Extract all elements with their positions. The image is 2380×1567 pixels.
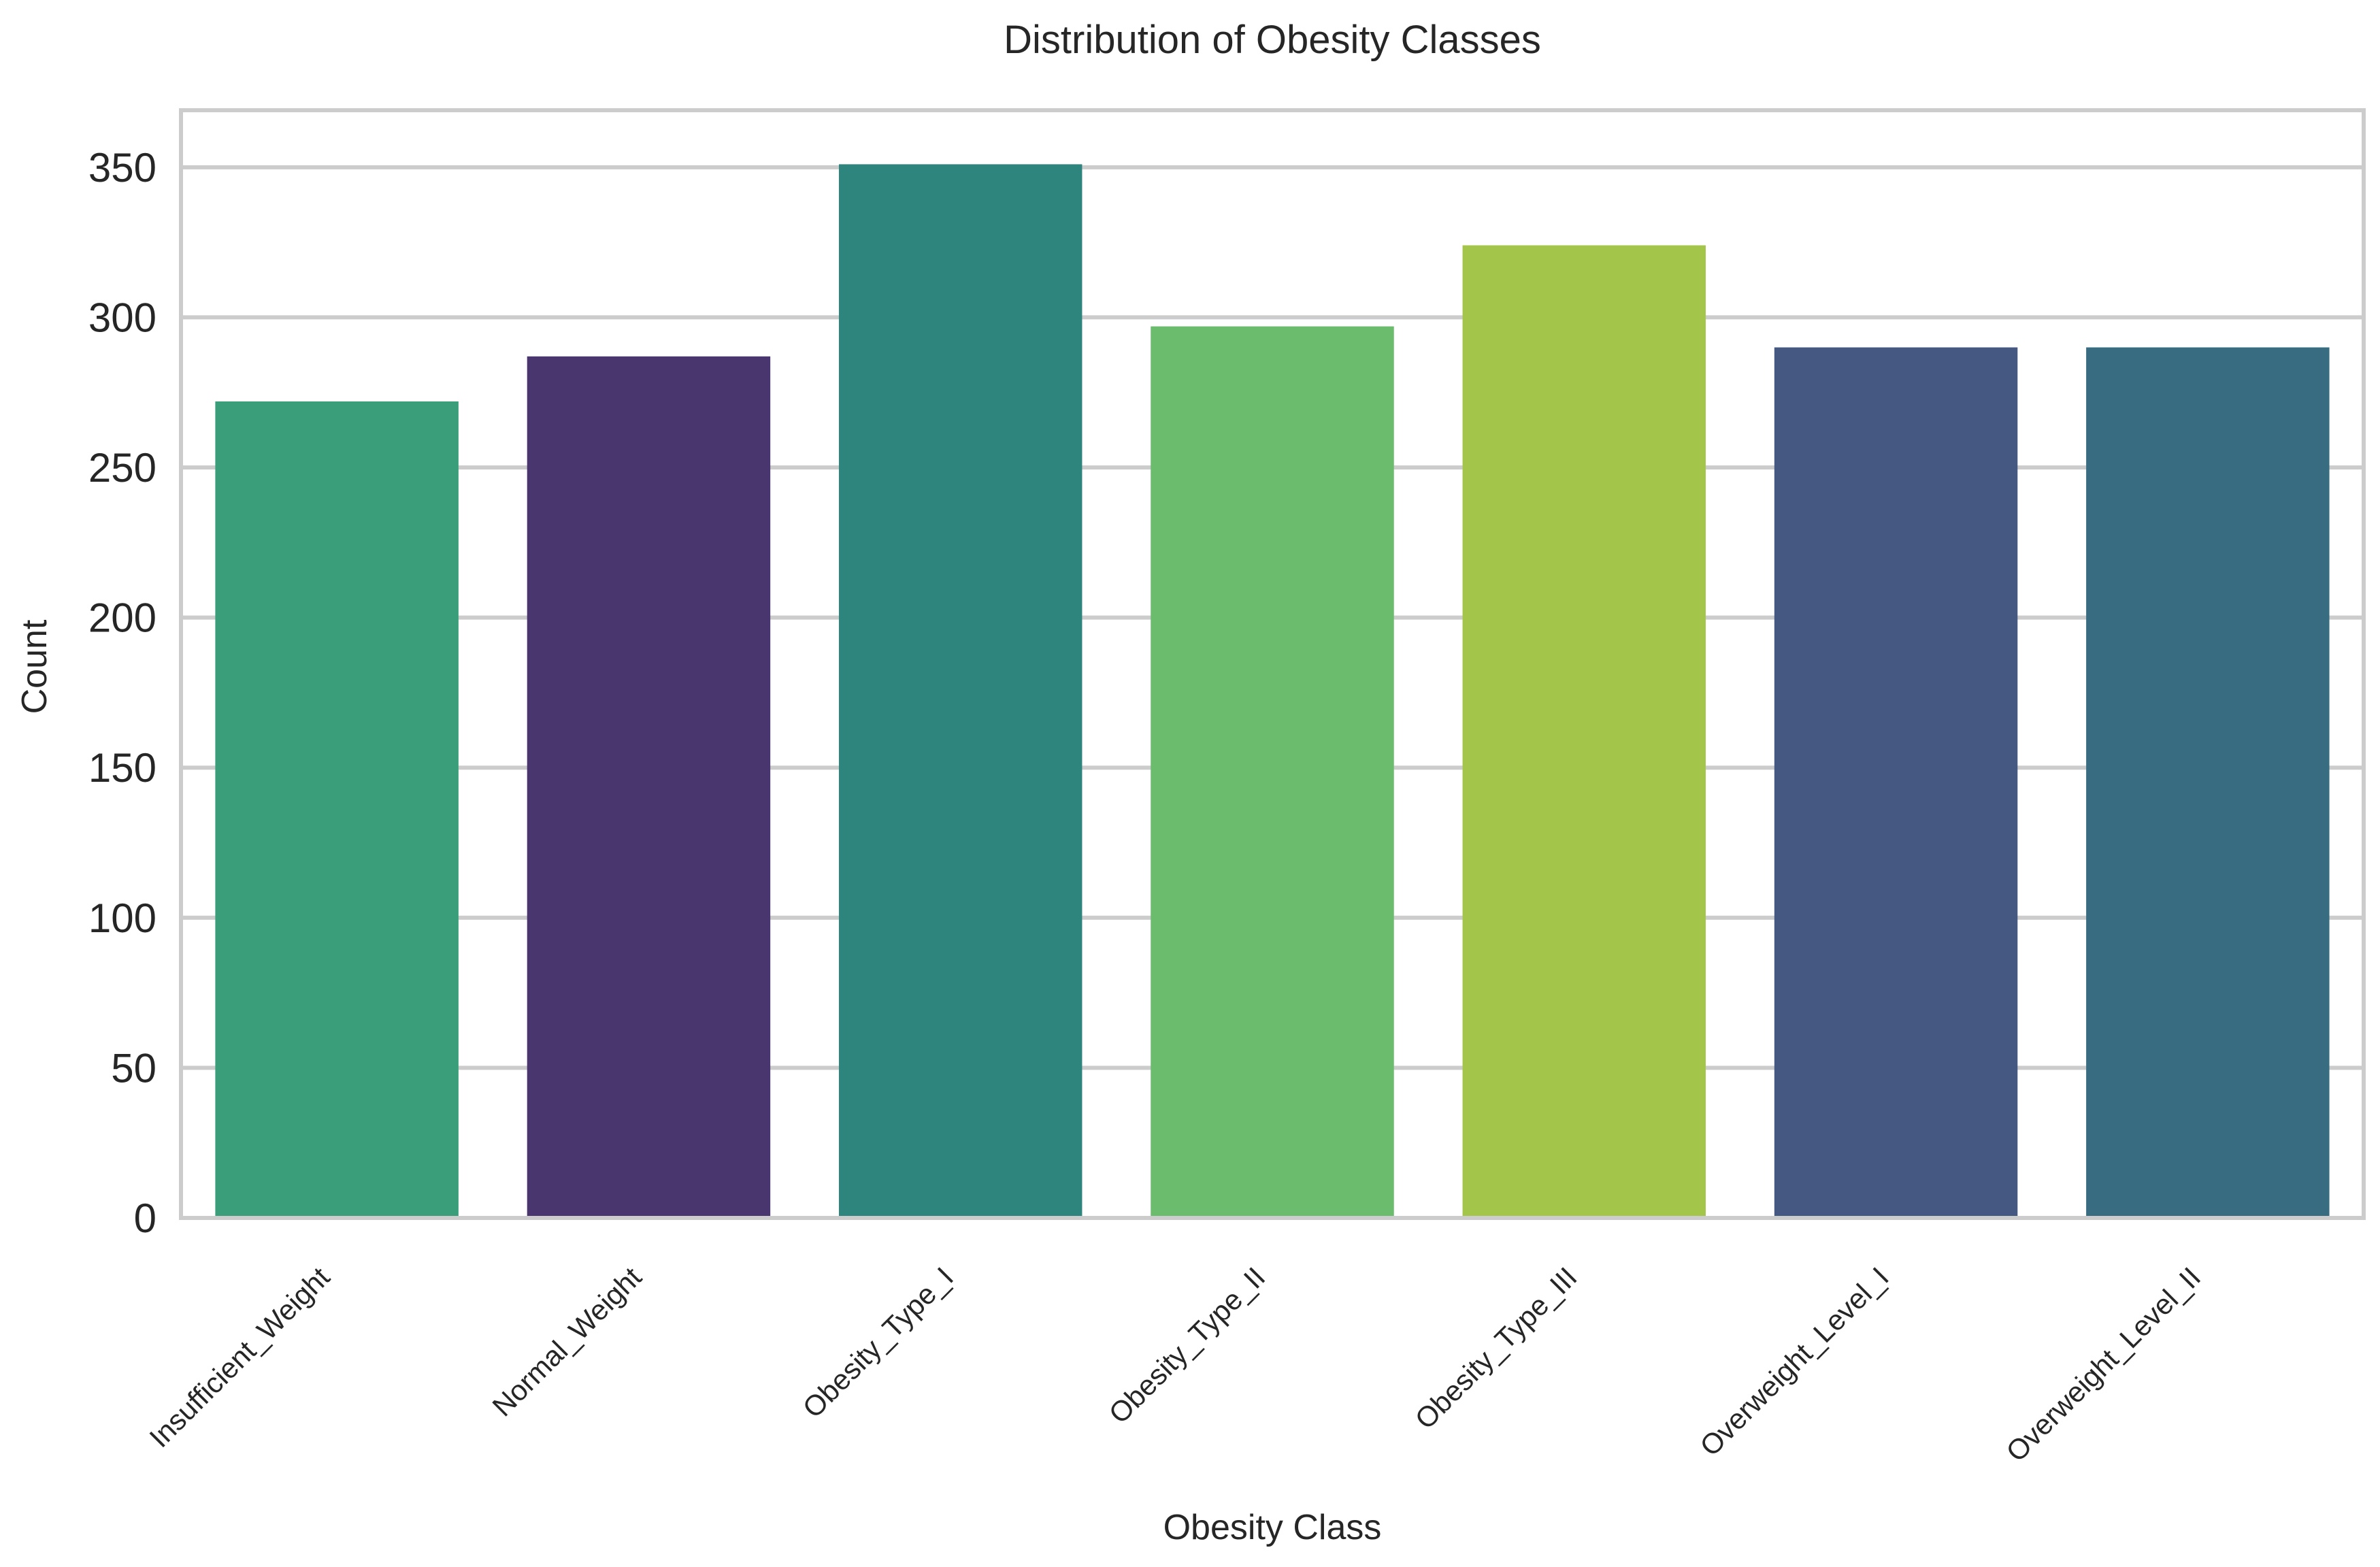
- x-tick-label: Overweight_Level_II: [2000, 1261, 2207, 1468]
- x-tick-label: Obesity_Type_III: [1409, 1261, 1583, 1435]
- y-tick-label: 100: [88, 895, 156, 941]
- x-tick-label: Normal_Weight: [486, 1261, 648, 1423]
- y-tick-label: 300: [88, 295, 156, 340]
- bar-overweight-level-i: [1774, 347, 2018, 1218]
- y-tick-labels: 0 50 100 150 200 250 300 350: [88, 145, 156, 1241]
- y-tick-label: 250: [88, 445, 156, 491]
- bar-obesity-type-i: [838, 164, 1082, 1218]
- y-tick-label: 200: [88, 595, 156, 641]
- bar-obesity-type-iii: [1462, 245, 1706, 1218]
- x-axis-label: Obesity Class: [1163, 1508, 1382, 1547]
- chart-title: Distribution of Obesity Classes: [1004, 18, 1541, 62]
- bar-overweight-level-ii: [2086, 347, 2330, 1218]
- x-tick-label: Obesity_Type_II: [1103, 1261, 1272, 1430]
- x-tick-labels: Insufficient_Weight Normal_Weight Obesity_…: [143, 1261, 2207, 1468]
- x-tick-label: Obesity_Type_I: [796, 1261, 959, 1424]
- y-axis-label: Count: [15, 619, 54, 714]
- plot-frame: [179, 108, 2366, 1220]
- x-tick-label: Overweight_Level_I: [1693, 1261, 1895, 1462]
- y-tick-label: 350: [88, 145, 156, 191]
- bar-insufficient-weight: [215, 401, 459, 1218]
- bar-obesity-type-ii: [1151, 326, 1394, 1218]
- x-tick-label: Insufficient_Weight: [143, 1261, 335, 1453]
- bar-normal-weight: [527, 356, 771, 1218]
- bars: [215, 164, 2330, 1218]
- y-tick-label: 150: [88, 745, 156, 791]
- y-tick-label: 50: [111, 1045, 156, 1091]
- y-tick-label: 0: [134, 1195, 156, 1241]
